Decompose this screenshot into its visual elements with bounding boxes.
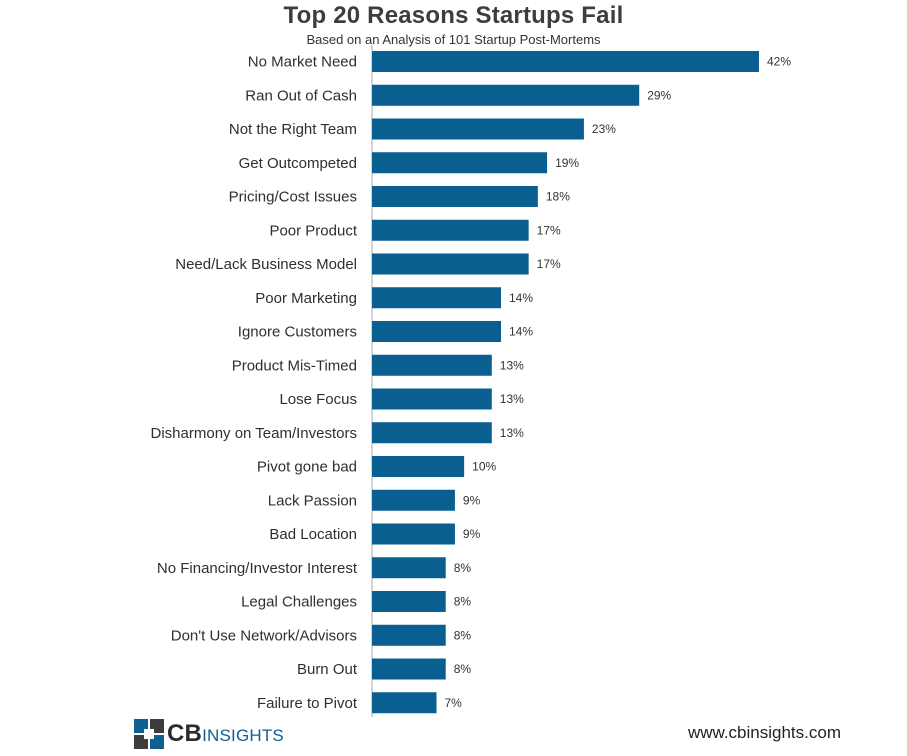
category-label: No Market Need [248,54,357,71]
category-label: Poor Product [269,222,357,239]
bar [372,692,437,714]
bar-group: No Market Need 42% Ran Out of Cash 29% Not t… [151,51,791,714]
bar [372,489,455,511]
website-url: www.cbinsights.com [687,723,841,742]
value-label: 10% [472,460,496,474]
value-label: 13% [500,358,524,372]
value-label: 23% [592,122,616,136]
category-label: Failure to Pivot [257,695,358,712]
bar [372,152,548,174]
value-label: 8% [454,628,472,642]
value-label: 9% [463,527,481,541]
logo-wordmark: CB INSIGHTS [167,720,284,748]
category-label: Poor Marketing [255,290,357,307]
bar [372,624,446,646]
value-label: 8% [454,662,472,676]
value-label: 14% [509,325,533,339]
category-label: Get Outcompeted [239,155,357,172]
bar [372,84,640,106]
bar [372,456,465,477]
logo-cb-text: CB [167,720,203,747]
category-label: Disharmony on Team/Investors [151,425,357,442]
category-label: Don't Use Network/Advisors [171,627,357,644]
bar [372,591,446,612]
bar [372,219,529,241]
value-label: 7% [445,696,463,710]
bar [372,557,446,579]
category-label: Legal Challenges [241,594,357,611]
category-label: Ran Out of Cash [245,87,357,104]
bar [372,321,501,342]
cb-logo-icon [134,719,164,749]
value-label: 42% [767,55,791,69]
logo-insights-text: INSIGHTS [202,726,284,745]
category-label: Bad Location [269,526,357,543]
category-label: Pivot gone bad [257,459,357,476]
value-label: 14% [509,291,533,305]
category-label: No Financing/Investor Interest [157,560,358,577]
category-label: Product Mis-Timed [232,357,357,374]
bar [372,388,492,410]
bar [372,658,446,680]
category-label: Burn Out [297,661,358,678]
value-label: 9% [463,493,481,507]
value-label: 29% [647,88,671,102]
category-label: Pricing/Cost Issues [229,189,357,206]
value-label: 17% [537,223,561,237]
value-label: 13% [500,392,524,406]
category-label: Lack Passion [268,492,357,509]
value-label: 17% [537,257,561,271]
cb-insights-logo: CB INSIGHTS [134,718,284,750]
category-label: Lose Focus [279,391,357,408]
category-label: Not the Right Team [229,121,357,138]
bar [372,523,455,545]
bar [372,118,584,140]
value-label: 13% [500,426,524,440]
bar [372,287,501,309]
bar [372,51,759,72]
value-label: 8% [454,561,472,575]
chart-subtitle: Based on an Analysis of 101 Startup Post… [306,32,601,47]
value-label: 18% [546,190,570,204]
category-label: Ignore Customers [238,324,357,341]
category-label: Need/Lack Business Model [175,256,357,273]
value-label: 19% [555,156,579,170]
bar [372,186,538,207]
chart-title: Top 20 Reasons Startups Fail [283,2,624,29]
bar [372,253,529,275]
value-label: 8% [454,595,472,609]
bar [372,354,492,376]
bar [372,422,492,444]
